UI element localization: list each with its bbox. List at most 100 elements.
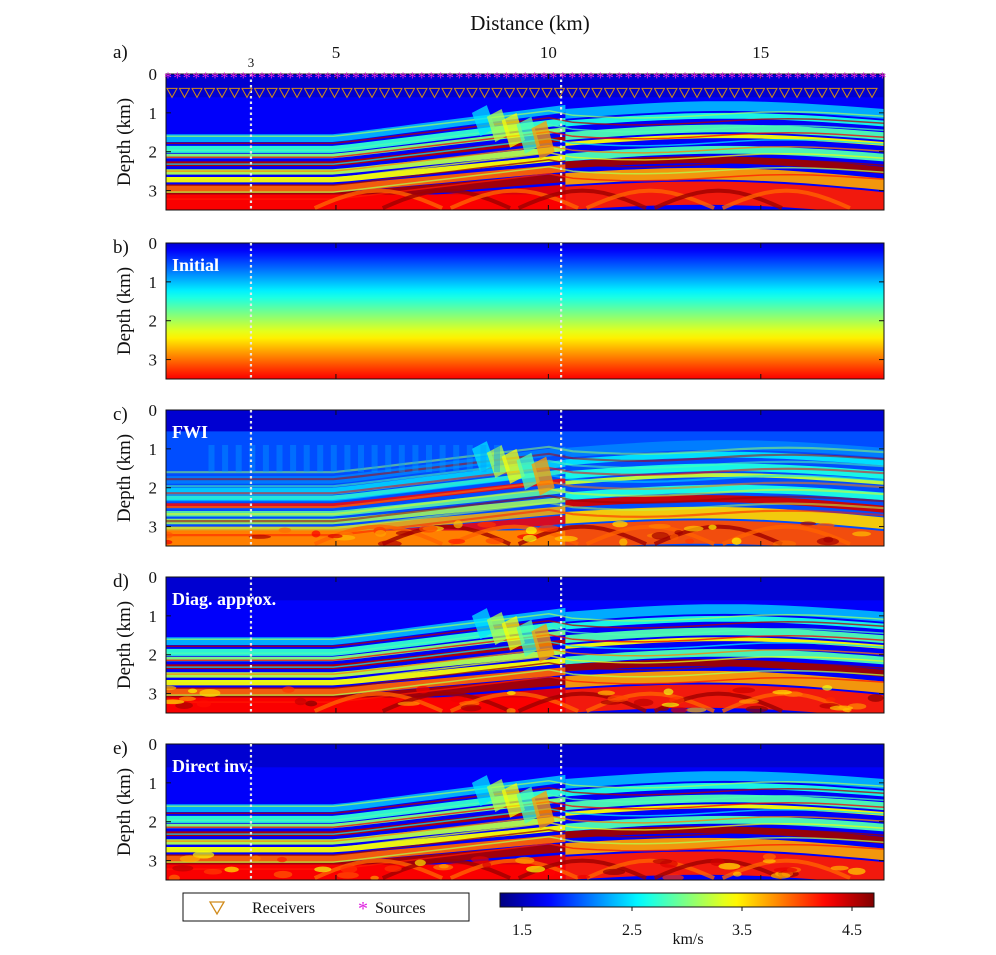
panel-frame [165,409,885,547]
source-marker: * [681,70,689,87]
panel-inset-label: Direct inv. [172,756,252,776]
source-marker: * [258,70,266,87]
receiver-marker [553,87,566,99]
figure-title: Distance (km) [470,11,590,35]
source-marker: * [700,70,708,87]
panel-frame [165,242,885,380]
panel-frame [165,576,885,714]
source-marker: * [559,70,567,87]
source-marker: * [361,70,369,87]
source-marker: * [493,70,501,87]
y-tick-label: 0 [149,735,158,754]
panel-fwi: 0 1 2 3 Depth (km) c) FWI [113,401,885,547]
source-marker: * [803,70,811,87]
source-marker: * [418,70,426,87]
legend: Receivers * Sources [182,892,470,922]
y-tick-label: 1 [149,104,158,123]
receiver-marker [378,87,391,99]
receiver-marker [503,87,516,99]
source-marker: * [831,70,839,87]
source-marker: * [672,70,680,87]
receiver-marker [716,87,728,99]
panel-diag: 0 1 2 3 Depth (km) d) Diag. approx. [113,568,885,714]
source-marker: * [211,70,219,87]
source-marker: * [878,70,886,87]
receiver-marker [541,87,553,99]
panel-letter: a) [113,42,128,63]
receiver-marker [391,87,403,99]
receiver-marker [603,87,616,99]
source-marker: * [766,70,774,87]
receiver-marker [778,87,791,99]
source-marker: * [286,70,294,87]
y-tick-label: 2 [149,646,158,665]
initial-model-gradient [166,243,884,379]
receiver-marker [353,87,366,99]
source-marker: * [249,70,257,87]
y-tick-label: 1 [149,774,158,793]
receiver-marker [478,87,491,99]
source-marker: * [465,70,473,87]
x-tick-label: 15 [752,43,769,62]
receiver-marker [241,87,253,99]
y-tick-label: 1 [149,607,158,626]
receiver-marker [766,87,778,99]
panel-inset-label: Diag. approx. [172,589,276,609]
source-marker: * [850,70,858,87]
colorbar-label: km/s [672,931,703,948]
source-marker: * [531,70,539,87]
sources-legend-marker: * [358,898,368,920]
y-tick-label: 2 [149,312,158,331]
source-marker: * [446,70,454,87]
y-tick-label: 0 [149,234,158,253]
receiver-marker [278,87,291,99]
source-marker: * [502,70,510,87]
source-marker: * [474,70,482,87]
source-marker: * [521,70,529,87]
source-marker: * [380,70,388,87]
source-marker: * [230,70,238,87]
y-tick-label: 1 [149,273,158,292]
receiver-marker [666,87,678,99]
source-marker: * [192,70,200,87]
receiver-marker [728,87,741,99]
source-marker: * [737,70,745,87]
y-axis-label: Depth (km) [114,434,135,522]
source-marker: * [719,70,727,87]
receiver-marker [328,87,341,99]
source-marker: * [239,70,247,87]
source-marker: * [662,70,670,87]
receiver-marker [491,87,503,99]
source-marker: * [173,70,181,87]
panel-letter: c) [113,404,128,425]
source-marker: * [305,70,313,87]
receiver-marker [616,87,628,99]
source-marker: * [625,70,633,87]
source-marker: * [606,70,614,87]
source-marker: * [634,70,642,87]
panel-inset-label: Initial [172,255,219,275]
receiver-marker [191,87,203,99]
source-marker: * [220,70,228,87]
receiver-marker [403,87,416,99]
receiver-marker [691,87,703,99]
receiver-marker [628,87,641,99]
receiver-marker [228,87,241,99]
receiver-marker [428,87,441,99]
source-marker: * [314,70,322,87]
sources-legend-label: Sources [375,900,426,917]
x-tick-label: 10 [540,43,557,62]
source-marker: * [408,70,416,87]
receiver-marker [741,87,753,99]
receiver-marker [216,87,228,99]
receiver-marker [291,87,303,99]
receiver-marker [641,87,653,99]
panel-letter: d) [113,571,129,592]
source-marker: * [587,70,595,87]
y-axis-label: Depth (km) [114,267,135,355]
receiver-marker [528,87,541,99]
receiver-marker [678,87,691,99]
y-tick-label: 3 [149,685,158,704]
source-marker: * [775,70,783,87]
